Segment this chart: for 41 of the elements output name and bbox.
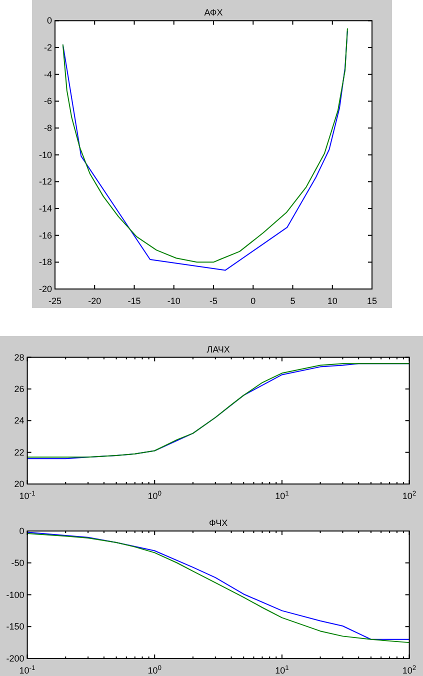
y-tick-label: 24 [14, 416, 24, 426]
y-tick-label: 26 [14, 384, 24, 394]
x-tick-label: 0 [250, 296, 256, 306]
y-tick-label: -12 [38, 176, 52, 187]
x-tick-label: 10$^{2}$ [402, 490, 416, 501]
chart-title: АФХ [204, 8, 223, 18]
x-tick-label: 10 [327, 296, 338, 306]
x-tick-label: -25 [48, 296, 62, 306]
y-tick-label: -2 [44, 42, 52, 53]
x-tick-label: 10$^{0}$ [148, 664, 162, 676]
y-tick-label: -150 [6, 622, 24, 632]
x-tick-label: -20 [88, 296, 102, 306]
y-tick-label: -16 [38, 230, 52, 240]
y-tick-label: -18 [38, 257, 52, 268]
x-tick-label: 10$^{1}$ [275, 490, 290, 501]
x-tick-label: 5 [290, 296, 296, 306]
y-tick-label: -14 [38, 204, 52, 214]
y-tick-label: -10 [38, 150, 52, 160]
y-tick-label: 0 [46, 16, 52, 26]
y-tick-label: 28 [14, 352, 24, 362]
y-tick-label: -100 [6, 590, 24, 600]
x-tick-label: 10$^{-1}$ [19, 490, 36, 501]
y-tick-label: -4 [44, 69, 52, 80]
y-tick-label: -50 [11, 558, 24, 568]
y-tick-label: 0 [19, 526, 24, 536]
x-tick-label: 10$^{0}$ [148, 490, 162, 501]
x-tick-label: 10$^{-1}$ [19, 664, 36, 676]
x-tick-label: -10 [167, 296, 180, 306]
y-tick-label: -6 [44, 96, 52, 106]
x-tick-label: 10$^{1}$ [275, 664, 290, 676]
x-tick-label: -15 [128, 296, 141, 306]
chart-title: ФЧХ [208, 518, 228, 528]
y-tick-label: 20 [14, 479, 24, 489]
y-tick-label: -200 [6, 654, 24, 664]
y-tick-label: -8 [44, 123, 52, 134]
y-tick-label: -20 [38, 284, 52, 294]
x-tick-label: -5 [209, 296, 218, 306]
x-tick-label: 15 [366, 296, 378, 306]
chart-title: ЛАЧХ [206, 344, 230, 354]
x-tick-label: 10$^{2}$ [402, 664, 416, 676]
y-tick-label: 22 [14, 447, 24, 458]
